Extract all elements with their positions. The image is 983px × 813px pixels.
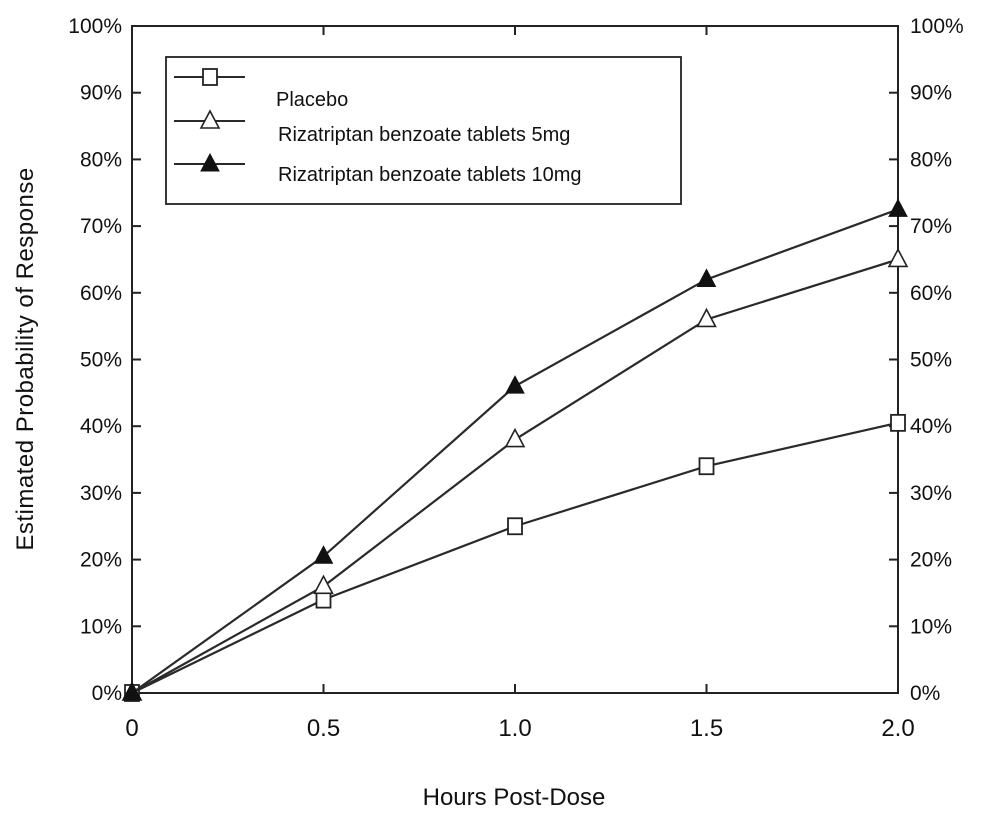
y-tick-label-right: 30% bbox=[910, 482, 952, 505]
legend: Placebo Rizatriptan benzoate tablets 5mg R… bbox=[165, 56, 682, 205]
marker-filled-triangle bbox=[505, 375, 525, 394]
marker-open-square bbox=[698, 457, 715, 476]
y-axis-left: 0% 10% 20% 30% 40% 50% 60% 70% 80% 90% 100% bbox=[68, 15, 141, 705]
series-3 bbox=[122, 198, 908, 701]
y-tick-label-left: 90% bbox=[80, 82, 122, 105]
marker-filled-triangle bbox=[888, 198, 908, 217]
y-tick-label-right: 90% bbox=[910, 82, 952, 105]
series-1 bbox=[124, 413, 906, 702]
x-tick-label: 0.5 bbox=[307, 715, 340, 742]
legend-box bbox=[165, 56, 682, 205]
x-tick-label: 0 bbox=[125, 715, 138, 742]
y-tick-label-left: 100% bbox=[68, 15, 122, 38]
y-tick-label-right: 50% bbox=[910, 349, 952, 372]
x-axis: 0 0.5 1.0 1.5 2.0 bbox=[125, 26, 915, 742]
y-tick-label-right: 40% bbox=[910, 415, 952, 438]
x-tick-label: 1.5 bbox=[690, 715, 723, 742]
y-tick-label-right: 60% bbox=[910, 282, 952, 305]
y-tick-label-left: 10% bbox=[80, 615, 122, 638]
y-tick-label-left: 80% bbox=[80, 148, 122, 171]
x-tick-label: 1.0 bbox=[498, 715, 531, 742]
legend-label: Rizatriptan benzoate tablets 10mg bbox=[278, 164, 582, 186]
series-2 bbox=[121, 247, 909, 701]
marker-open-triangle bbox=[199, 109, 221, 129]
y-tick-label-left: 0% bbox=[92, 682, 122, 705]
marker-open-triangle bbox=[696, 307, 717, 328]
y-tick-label-left: 60% bbox=[80, 282, 122, 305]
marker-filled-triangle bbox=[696, 268, 717, 287]
marker-open-square bbox=[202, 68, 218, 86]
y-axis-label: Estimated Probability of Response bbox=[12, 167, 39, 550]
series-group bbox=[121, 198, 909, 702]
y-tick-label-right: 20% bbox=[910, 549, 952, 572]
y-tick-label-left: 20% bbox=[80, 549, 122, 572]
y-tick-label-left: 50% bbox=[80, 349, 122, 372]
marker-open-triangle bbox=[504, 427, 526, 448]
y-tick-label-left: 40% bbox=[80, 415, 122, 438]
y-tick-label-right: 80% bbox=[910, 148, 952, 171]
legend-label: Rizatriptan benzoate tablets 5mg bbox=[278, 124, 570, 146]
marker-filled-triangle bbox=[313, 545, 334, 564]
y-tick-label-right: 10% bbox=[910, 615, 952, 638]
x-axis-label: Hours Post-Dose bbox=[423, 784, 606, 811]
y-tick-label-left: 70% bbox=[80, 215, 122, 238]
y-tick-label-left: 30% bbox=[80, 482, 122, 505]
y-axis-right: 0% 10% 20% 30% 40% 50% 60% 70% 80% 90% 100% bbox=[889, 15, 964, 705]
y-tick-label-right: 70% bbox=[910, 215, 952, 238]
series-line bbox=[131, 258, 899, 694]
marker-open-triangle bbox=[887, 247, 909, 268]
marker-open-square bbox=[507, 517, 523, 536]
y-tick-label-right: 100% bbox=[910, 15, 964, 38]
x-tick-label: 2.0 bbox=[881, 715, 914, 742]
marker-open-triangle bbox=[313, 574, 334, 595]
marker-open-square bbox=[890, 413, 906, 432]
series-line bbox=[131, 421, 899, 694]
legend-label: Placebo bbox=[276, 89, 348, 111]
marker-filled-triangle bbox=[200, 152, 220, 172]
marker-filled-triangle bbox=[122, 681, 142, 701]
y-tick-label-right: 0% bbox=[910, 682, 940, 705]
series-line bbox=[131, 208, 899, 694]
